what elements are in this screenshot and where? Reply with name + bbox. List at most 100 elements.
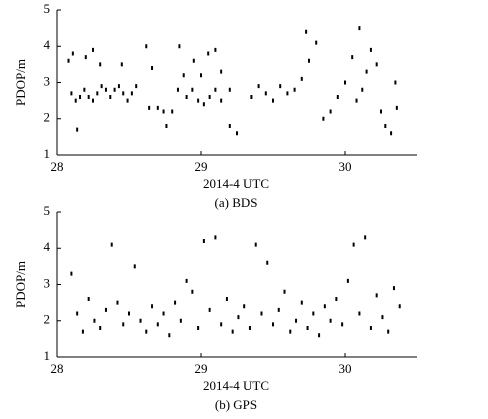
point — [398, 304, 401, 309]
point — [117, 84, 120, 89]
point — [236, 131, 238, 136]
point — [335, 297, 338, 301]
point — [200, 73, 202, 78]
point — [248, 326, 251, 330]
y-tick-label: 4 — [44, 239, 51, 254]
point — [70, 271, 73, 276]
point — [318, 333, 321, 338]
point — [375, 293, 378, 298]
point — [351, 55, 354, 60]
y-tick-label: 1 — [44, 146, 51, 161]
point — [369, 326, 372, 330]
point — [148, 105, 151, 110]
point — [71, 51, 74, 56]
point — [122, 322, 125, 327]
point — [176, 87, 179, 92]
point — [395, 105, 398, 110]
point — [135, 84, 138, 89]
point — [185, 278, 188, 283]
y-tick-label: 4 — [44, 37, 51, 52]
point — [92, 47, 94, 52]
point — [197, 98, 200, 103]
point — [178, 44, 181, 49]
point — [266, 260, 269, 265]
x-axis-label: 2014-4 UTC — [203, 378, 269, 393]
point — [104, 307, 107, 312]
point — [76, 127, 79, 132]
point — [84, 55, 87, 60]
point — [110, 242, 113, 247]
point — [254, 242, 257, 247]
point — [300, 300, 303, 305]
point — [358, 26, 361, 31]
point — [202, 102, 205, 107]
point — [365, 69, 368, 74]
point — [272, 98, 274, 103]
point — [279, 84, 282, 89]
point — [322, 116, 325, 121]
point — [145, 329, 148, 334]
x-axis-label: 2014-4 UTC — [203, 176, 269, 191]
point — [361, 87, 364, 92]
point — [369, 47, 372, 52]
point — [243, 304, 246, 309]
point — [305, 29, 308, 34]
point — [74, 98, 77, 103]
y-axis-label: PDOP/m — [13, 261, 28, 308]
x-tick-label: 29 — [195, 159, 208, 174]
x-tick-label: 30 — [339, 361, 352, 376]
point — [231, 329, 234, 334]
x-tick-label: 28 — [51, 159, 64, 174]
point — [264, 91, 267, 96]
point — [390, 131, 393, 136]
point — [133, 264, 136, 269]
point — [87, 297, 90, 301]
point — [300, 76, 303, 81]
point — [185, 95, 188, 99]
point — [76, 311, 79, 316]
point — [145, 44, 148, 49]
point — [83, 87, 86, 92]
point — [182, 73, 185, 78]
point — [323, 304, 326, 309]
point — [156, 105, 159, 110]
point — [283, 289, 286, 294]
point — [293, 87, 296, 92]
point — [100, 84, 103, 89]
point — [67, 58, 70, 63]
point — [344, 80, 346, 85]
point — [191, 87, 194, 92]
point — [329, 109, 332, 114]
point — [225, 297, 228, 301]
y-tick-label: 2 — [44, 312, 51, 327]
point — [109, 95, 112, 99]
point — [260, 311, 263, 316]
point — [92, 98, 94, 103]
y-tick-label: 5 — [44, 203, 51, 218]
x-tick-label: 30 — [339, 159, 352, 174]
point — [113, 87, 116, 92]
point — [120, 62, 123, 67]
point — [237, 315, 240, 320]
point — [295, 318, 298, 323]
point — [228, 87, 231, 92]
point — [392, 286, 395, 291]
point — [81, 329, 84, 334]
point — [192, 58, 195, 63]
point — [272, 322, 274, 327]
point — [387, 329, 390, 334]
point — [289, 329, 292, 334]
point — [99, 326, 102, 330]
point — [197, 326, 200, 330]
point — [93, 318, 96, 323]
point — [214, 235, 217, 240]
point — [364, 235, 367, 240]
point — [358, 311, 361, 316]
point — [151, 304, 154, 309]
point — [151, 66, 154, 70]
point — [208, 95, 211, 99]
point — [355, 98, 358, 103]
y-tick-label: 5 — [44, 1, 51, 16]
point — [126, 98, 129, 103]
